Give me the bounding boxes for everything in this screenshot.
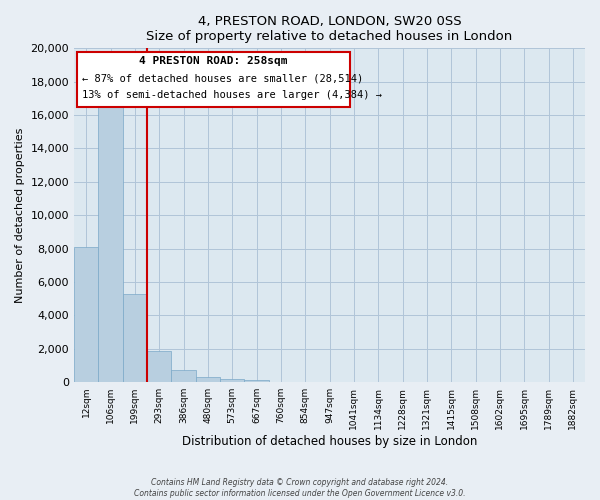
Bar xyxy=(74,247,98,382)
Bar xyxy=(147,351,172,382)
Text: ← 87% of detached houses are smaller (28,514): ← 87% of detached houses are smaller (28… xyxy=(82,74,363,84)
Bar xyxy=(123,294,147,382)
Bar xyxy=(220,378,244,382)
Y-axis label: Number of detached properties: Number of detached properties xyxy=(15,128,25,303)
Text: 13% of semi-detached houses are larger (4,384) →: 13% of semi-detached houses are larger (… xyxy=(82,90,382,100)
Bar xyxy=(244,380,269,382)
Bar xyxy=(196,377,220,382)
X-axis label: Distribution of detached houses by size in London: Distribution of detached houses by size … xyxy=(182,434,477,448)
Text: 4 PRESTON ROAD: 258sqm: 4 PRESTON ROAD: 258sqm xyxy=(139,56,287,66)
Bar xyxy=(98,106,123,382)
Title: 4, PRESTON ROAD, LONDON, SW20 0SS
Size of property relative to detached houses i: 4, PRESTON ROAD, LONDON, SW20 0SS Size o… xyxy=(146,15,512,43)
Text: Contains HM Land Registry data © Crown copyright and database right 2024.
Contai: Contains HM Land Registry data © Crown c… xyxy=(134,478,466,498)
FancyBboxPatch shape xyxy=(77,52,350,106)
Bar xyxy=(172,370,196,382)
